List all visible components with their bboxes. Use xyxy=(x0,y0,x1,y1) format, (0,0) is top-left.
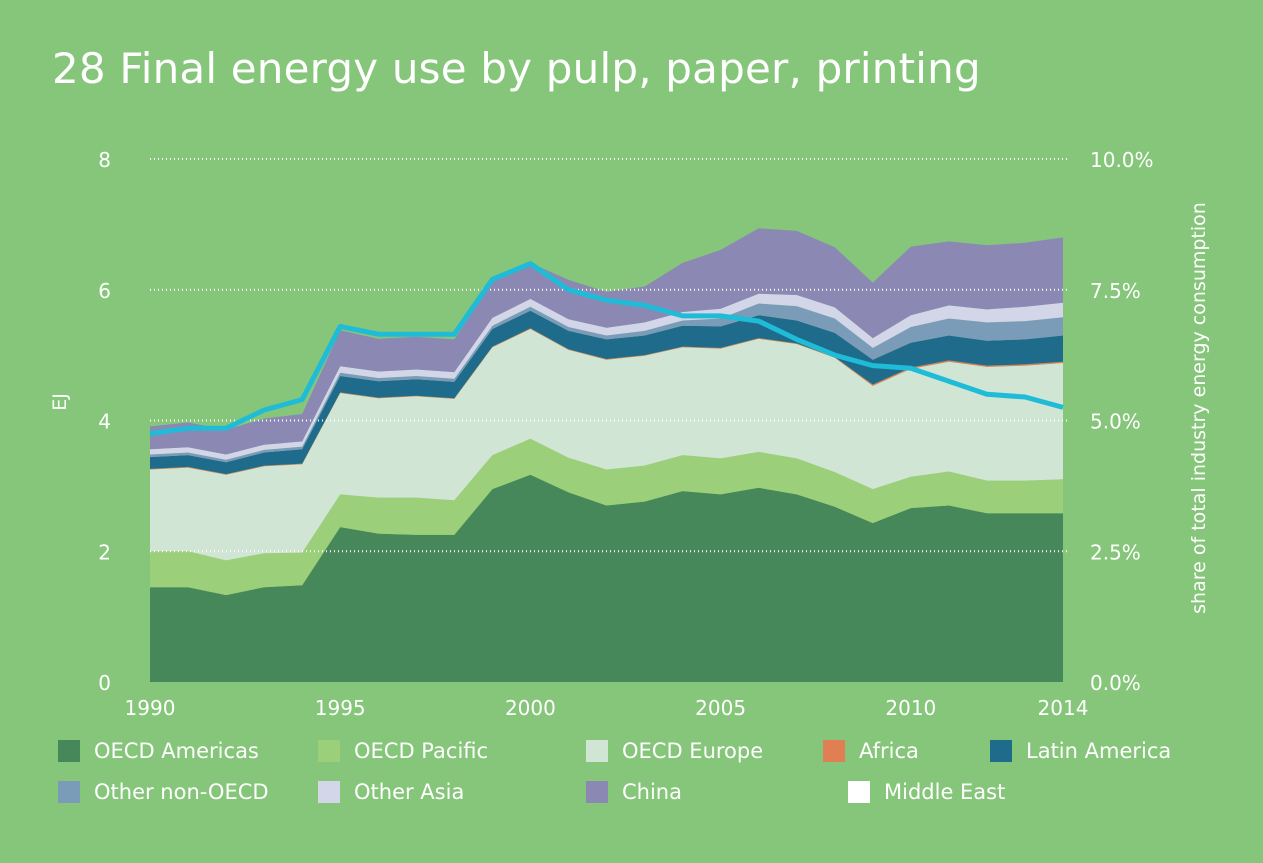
legend-item: China xyxy=(586,780,682,804)
y-tick-label: 4 xyxy=(98,410,111,434)
legend-swatch xyxy=(586,740,608,762)
x-tick-label: 2010 xyxy=(885,696,936,720)
x-tick-label: 2005 xyxy=(695,696,746,720)
legend-swatch xyxy=(58,781,80,803)
legend-swatch xyxy=(823,740,845,762)
legend: OECD Americas OECD Pacific OECD Europe Afri… xyxy=(58,737,1258,827)
legend-label: Other Asia xyxy=(354,780,465,804)
x-tick-label: 2000 xyxy=(505,696,556,720)
area-oecd-europe xyxy=(150,329,1063,561)
y-tick-label: 6 xyxy=(98,279,111,303)
legend-item: Africa xyxy=(823,739,919,763)
legend-swatch xyxy=(848,781,870,803)
y2-axis-label: share of total industry energy consumpti… xyxy=(1188,202,1210,614)
legend-item: Other Asia xyxy=(318,780,464,804)
y-axis-label: EJ xyxy=(49,393,71,411)
legend-label: OECD Americas xyxy=(94,739,259,763)
legend-swatch xyxy=(586,781,608,803)
legend-item: Latin America xyxy=(990,739,1171,763)
share-line xyxy=(149,261,1064,437)
y2-tick-label: 0.0% xyxy=(1090,671,1141,695)
legend-label: Latin America xyxy=(1026,739,1172,763)
x-tick-label: 2014 xyxy=(1038,696,1089,720)
x-tick-label: 1995 xyxy=(315,696,366,720)
legend-item: OECD Pacific xyxy=(318,739,488,763)
legend-swatch xyxy=(318,781,340,803)
y2-tick-label: 2.5% xyxy=(1090,540,1141,564)
legend-item: OECD Europe xyxy=(586,739,763,763)
y-tick-label: 2 xyxy=(98,540,111,564)
y-tick-label: 8 xyxy=(98,148,111,172)
area-china xyxy=(150,228,1063,455)
legend-label: China xyxy=(622,780,682,804)
y-tick-label: 0 xyxy=(98,671,111,695)
legend-swatch xyxy=(990,740,1012,762)
x-tick-label: 1990 xyxy=(125,696,176,720)
legend-label: Africa xyxy=(859,739,919,763)
area-latin-america xyxy=(150,310,1063,475)
axis-ticks: 0 2 4 6 8 0.0% 2.5% 5.0% 7.5% 10.0% 1990 1995 2000 20… xyxy=(98,148,1153,720)
stacked-areas xyxy=(150,228,1063,682)
chart-title: 28 Final energy use by pulp, paper, prin… xyxy=(52,44,981,93)
area-oecd-pacific xyxy=(150,438,1063,596)
legend-label: OECD Europe xyxy=(622,739,764,763)
legend-label: Middle East xyxy=(884,780,1006,804)
area-other-asia xyxy=(150,293,1063,460)
legend-item: Middle East xyxy=(848,780,1005,804)
area-oecd-americas xyxy=(150,474,1063,682)
share-line-layer xyxy=(149,261,1064,437)
y2-tick-label: 5.0% xyxy=(1090,410,1141,434)
legend-label: OECD Pacific xyxy=(354,739,489,763)
legend-item: Other non-OECD xyxy=(58,780,269,804)
legend-item: OECD Americas xyxy=(58,739,259,763)
y2-tick-label: 10.0% xyxy=(1090,148,1154,172)
legend-label: Other non-OECD xyxy=(94,780,269,804)
legend-swatch xyxy=(318,740,340,762)
y2-tick-label: 7.5% xyxy=(1090,279,1141,303)
legend-swatch xyxy=(58,740,80,762)
